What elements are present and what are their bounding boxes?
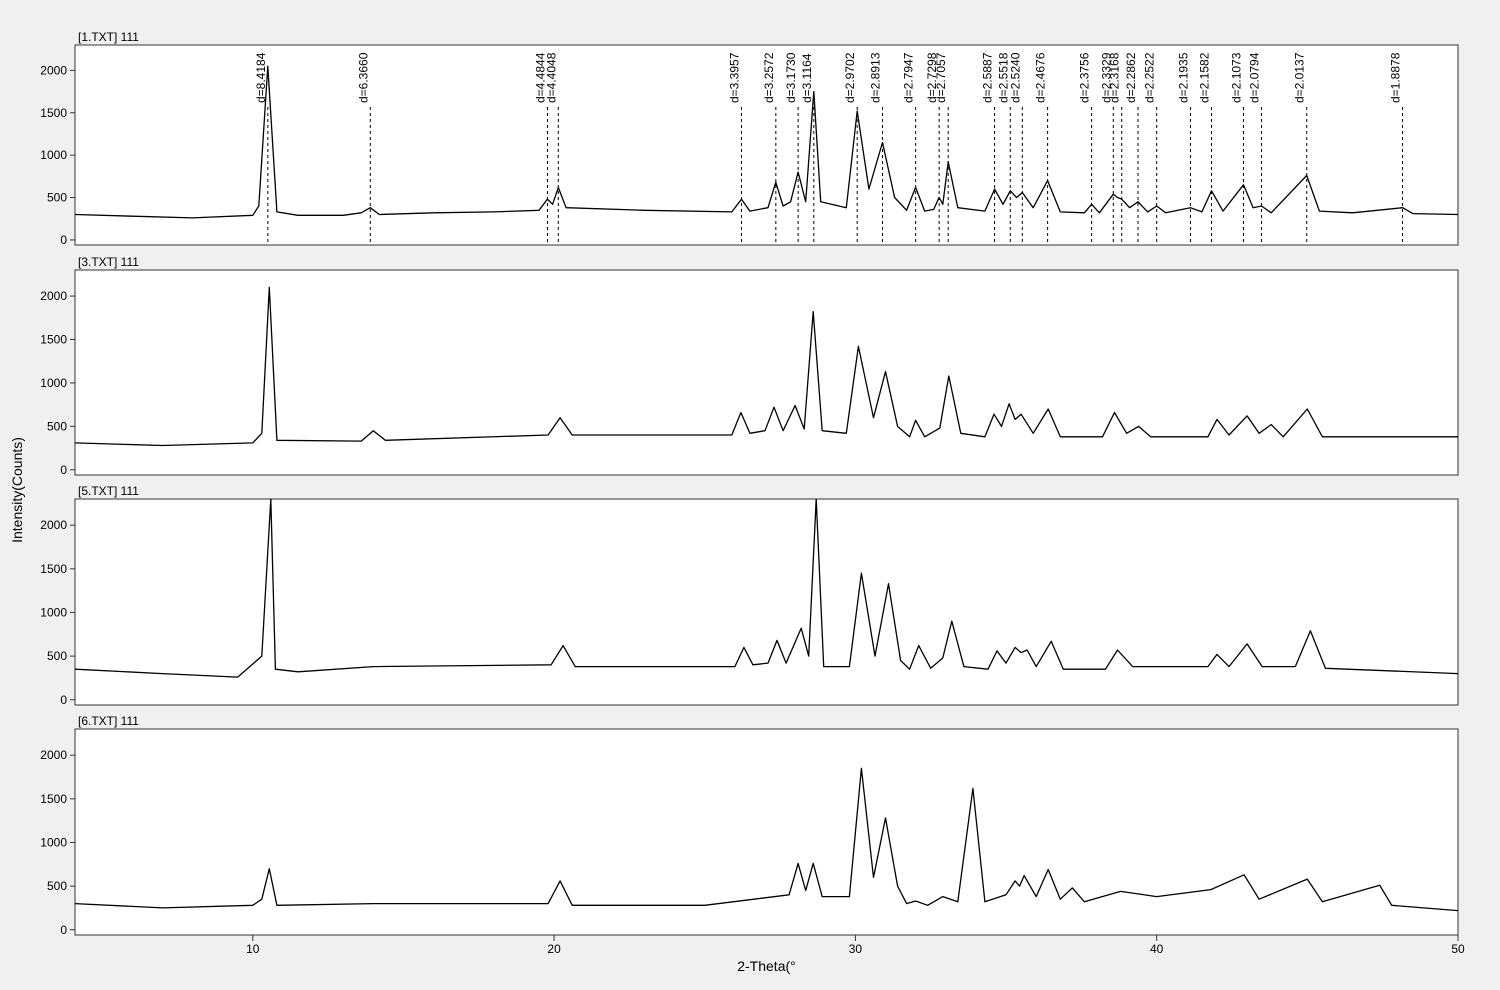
pattern-line (75, 286, 1458, 447)
x-tick-label: 30 (849, 942, 863, 956)
peak-label: d=2.4676 (1034, 52, 1048, 103)
peak-label: d=3.1730 (784, 52, 798, 103)
peak-label: d=2.0137 (1293, 52, 1307, 103)
peak-label: d=2.1582 (1198, 52, 1212, 103)
peak-label: d=2.3329 (1099, 52, 1113, 103)
y-tick-label: 1000 (40, 835, 67, 849)
peak-label: d=2.7947 (902, 52, 916, 103)
y-tick-label: 1500 (40, 562, 67, 576)
panel-title: [5.TXT] 111 (78, 484, 139, 498)
peak-label: d=2.3756 (1078, 52, 1092, 103)
peak-label: d=2.3168 (1108, 52, 1122, 103)
y-tick-label: 0 (60, 463, 67, 477)
peak-label: d=2.5518 (996, 52, 1010, 103)
peak-label: d=2.7298 (925, 52, 939, 103)
peak-label: d=3.3957 (727, 52, 741, 103)
x-tick-label: 40 (1150, 942, 1164, 956)
y-tick-label: 1000 (40, 148, 67, 162)
y-tick-label: 500 (47, 419, 67, 433)
plot-area (74, 498, 1459, 706)
y-tick-label: 500 (47, 649, 67, 663)
y-tick-label: 500 (47, 879, 67, 893)
pattern-line (75, 499, 1458, 678)
y-tick-label: 1500 (40, 792, 67, 806)
pattern-line (75, 65, 1458, 219)
plot-area (74, 728, 1459, 936)
y-tick-label: 1000 (40, 376, 67, 390)
y-tick-label: 1500 (40, 332, 67, 346)
y-tick-label: 0 (60, 923, 67, 937)
x-tick-label: 10 (246, 942, 260, 956)
y-tick-label: 0 (60, 233, 67, 247)
peak-label: d=1.8878 (1389, 52, 1403, 103)
x-tick-label: 50 (1451, 942, 1465, 956)
peak-label: d=6.3660 (356, 52, 370, 103)
peak-label: d=2.5240 (1008, 52, 1022, 103)
panel-title: [3.TXT] 111 (78, 255, 139, 269)
y-tick-label: 2000 (40, 748, 67, 762)
peak-label: d=2.5887 (981, 52, 995, 103)
peak-label: d=4.4844 (533, 52, 547, 103)
peak-label: d=2.0794 (1248, 52, 1262, 103)
plot-area (74, 44, 1459, 246)
peak-label: d=2.7057 (934, 52, 948, 103)
plot-area (74, 269, 1459, 476)
peak-label: d=2.9702 (843, 52, 857, 103)
x-tick-label: 20 (547, 942, 561, 956)
x-axis-label: 2-Theta(° (737, 958, 796, 974)
peak-label: d=8.4184 (254, 52, 268, 103)
y-tick-label: 1000 (40, 605, 67, 619)
peak-label: d=3.2572 (762, 52, 776, 103)
peak-label: d=2.8913 (869, 52, 883, 103)
pattern-line (75, 767, 1458, 912)
y-tick-label: 2000 (40, 63, 67, 77)
y-tick-label: 0 (60, 693, 67, 707)
peak-label: d=2.2862 (1124, 52, 1138, 103)
peak-label: d=2.1935 (1176, 52, 1190, 103)
y-tick-label: 1500 (40, 106, 67, 120)
y-axis-label: Intensity(Counts) (9, 437, 25, 543)
y-tick-label: 2000 (40, 289, 67, 303)
peak-label: d=2.2522 (1143, 52, 1157, 103)
peak-label: d=3.1164 (800, 53, 814, 103)
peak-label: d=4.4048 (544, 52, 558, 103)
panel-title: [1.TXT] 111 (78, 30, 139, 44)
y-tick-label: 500 (47, 191, 67, 205)
panel-title: [6.TXT] 111 (78, 714, 139, 728)
peak-label: d=2.1073 (1229, 52, 1243, 103)
y-tick-label: 2000 (40, 518, 67, 532)
